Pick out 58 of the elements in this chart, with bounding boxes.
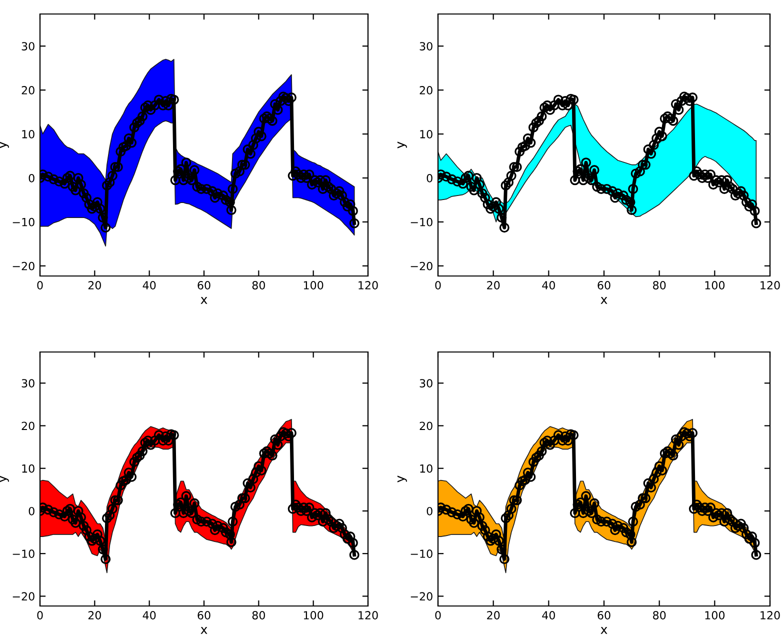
y-tick-label: −10: [410, 550, 432, 558]
x-tick-label: 100: [705, 611, 725, 620]
x-tick-label: 0: [435, 611, 441, 620]
y-tick-label: 30: [420, 42, 432, 50]
y-tick-label: 30: [22, 379, 34, 388]
x-tick-label: 80: [252, 611, 265, 620]
x-tick-label: 60: [598, 281, 610, 290]
x-tick-label: 0: [37, 611, 43, 620]
x-axis-title: x: [200, 297, 208, 304]
x-tick-label: 120: [760, 611, 780, 620]
x-tick-label: 80: [252, 281, 265, 290]
y-tick-label: 20: [420, 86, 432, 94]
y-tick-label: 10: [420, 464, 432, 473]
x-tick-label: 100: [304, 281, 324, 290]
y-tick-label: −10: [410, 218, 432, 226]
x-tick-label: 80: [653, 611, 666, 620]
x-tick-label: 20: [88, 611, 101, 620]
x-tick-label: 80: [653, 281, 666, 290]
x-tick-label: 0: [435, 281, 441, 290]
x-tick-label: 60: [198, 611, 210, 620]
y-tick-label: −10: [12, 550, 34, 558]
y-tick-label: 0: [28, 174, 34, 182]
x-tick-label: 40: [142, 611, 156, 620]
y-tick-label: 10: [420, 130, 432, 138]
x-tick-label: 60: [598, 611, 610, 620]
y-tick-label: 0: [426, 174, 432, 182]
x-tick-label: 120: [760, 281, 780, 290]
x-tick-label: 100: [705, 281, 725, 290]
y-tick-label: 30: [420, 379, 432, 388]
x-tick-label: 20: [487, 611, 500, 620]
x-tick-label: 40: [142, 281, 156, 290]
x-tick-label: 120: [358, 611, 378, 620]
x-tick-label: 120: [358, 281, 378, 290]
x-axis-title: x: [600, 297, 608, 304]
y-tick-label: −20: [410, 592, 432, 601]
y-tick-label: −10: [12, 218, 34, 226]
x-tick-label: 20: [88, 281, 101, 290]
x-tick-label: 100: [304, 611, 324, 620]
y-tick-label: 0: [28, 506, 34, 516]
x-axis-title: x: [600, 627, 608, 634]
x-tick-label: 40: [542, 611, 555, 620]
y-tick-label: 20: [22, 86, 34, 94]
y-tick-label: 10: [22, 130, 34, 138]
y-tick-label: 10: [22, 464, 34, 473]
y-tick-label: −20: [410, 262, 432, 270]
y-tick-label: −20: [12, 262, 34, 270]
y-tick-label: 20: [22, 422, 34, 430]
y-axis-title: y: [397, 142, 407, 148]
x-tick-label: 60: [198, 281, 210, 290]
y-tick-label: −20: [12, 592, 34, 601]
y-axis-title: y: [397, 476, 407, 482]
x-axis-title: x: [200, 627, 208, 634]
x-tick-label: 20: [487, 281, 500, 290]
x-tick-label: 40: [542, 281, 555, 290]
x-tick-label: 0: [37, 281, 43, 290]
y-tick-label: 30: [22, 42, 34, 50]
y-tick-label: 20: [420, 422, 432, 430]
y-tick-label: 0: [426, 506, 432, 516]
